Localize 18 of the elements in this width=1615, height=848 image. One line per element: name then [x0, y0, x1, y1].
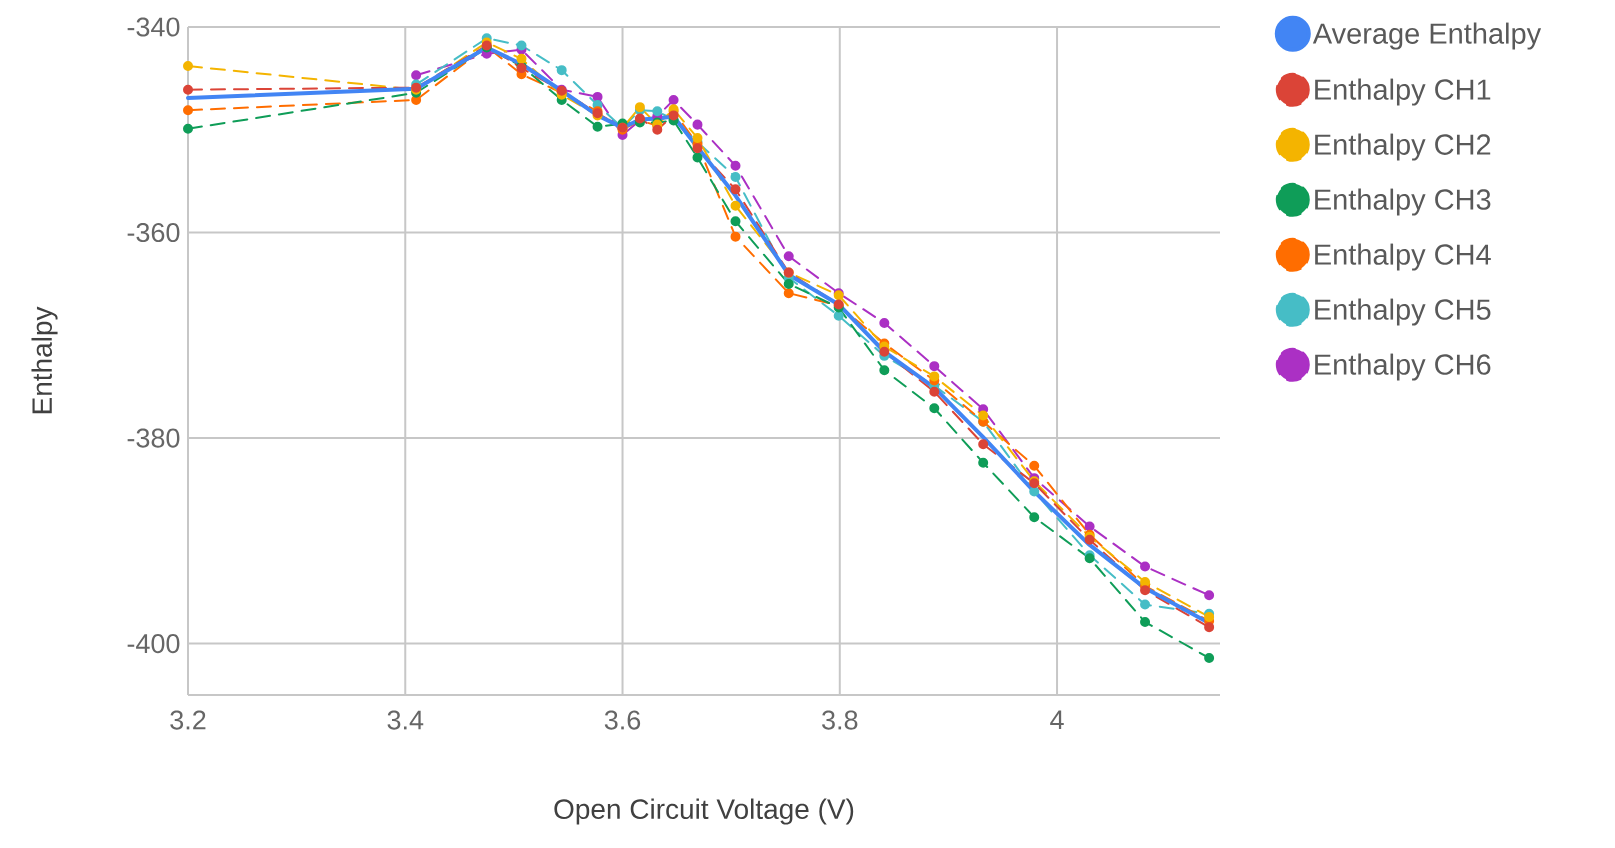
x-tick-label: 3.4	[387, 710, 424, 730]
legend-label: Enthalpy CH2	[1315, 133, 1491, 161]
y-axis-title: Enthalpy	[31, 306, 58, 414]
legend-label: Enthalpy CH4	[1315, 243, 1491, 271]
y-tick-label: -340	[127, 17, 180, 37]
legend-label: Enthalpy CH3	[1315, 188, 1491, 216]
y-tick-label: -400	[127, 634, 180, 654]
legend-label: Enthalpy CH1	[1315, 78, 1491, 106]
y-tick-label: -360	[127, 222, 180, 243]
x-tick-label: 4	[1050, 710, 1064, 730]
x-tick-label: 3.6	[604, 710, 641, 730]
y-tick-label: -380	[127, 428, 180, 448]
x-tick-label: 3.2	[170, 710, 206, 730]
legend-label: Enthalpy CH5	[1315, 298, 1491, 326]
legend-label: Enthalpy CH6	[1315, 353, 1491, 381]
legend-label: Average Enthalpy	[1312, 22, 1542, 50]
x-axis-title: Open Circuit Voltage (V)	[554, 798, 854, 825]
x-tick-label: 3.8	[822, 710, 858, 730]
